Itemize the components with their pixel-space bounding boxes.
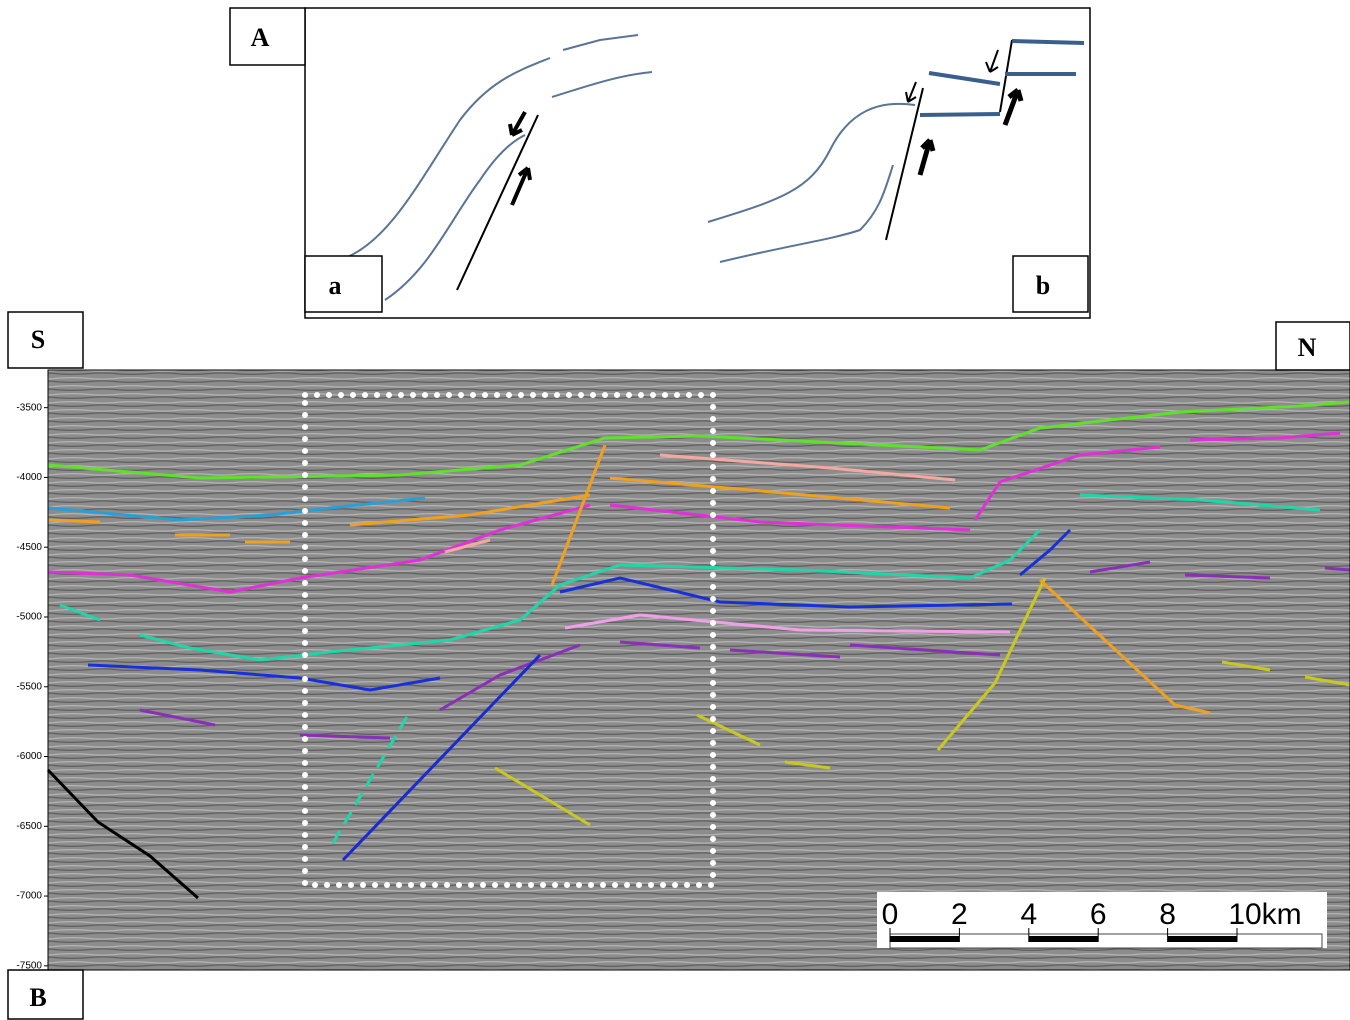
scale-label: 2	[951, 898, 968, 931]
panel-a: A a b	[230, 8, 1090, 318]
scale-label: 6	[1090, 898, 1107, 931]
y-tick-label: -5000	[16, 612, 42, 623]
y-tick-label: -7000	[16, 891, 42, 902]
scale-bar-segment	[1029, 936, 1098, 942]
y-tick-label: -5500	[16, 681, 42, 692]
panel-b: S N B -3500 -4000 -4500 -5000 -5500 -6000 -650…	[8, 312, 1350, 1019]
sub-label: b	[1036, 271, 1050, 300]
scale-label: 0	[882, 898, 899, 931]
scale-bar-segment	[890, 936, 959, 942]
scale-label: 10km	[1228, 898, 1301, 931]
label-box	[8, 312, 83, 368]
y-tick-label: -7500	[16, 960, 42, 971]
label-box	[305, 256, 382, 312]
figure: A a b S N B -3500 -4000 -4500 -5000 -5500 -60…	[0, 0, 1350, 1020]
y-tick-label: -6000	[16, 751, 42, 762]
sub-label: a	[329, 271, 342, 300]
scale-bar-segment	[1168, 936, 1237, 942]
y-tick-label: -3500	[16, 402, 42, 413]
scale-label: 8	[1159, 898, 1176, 931]
south-label: S	[31, 325, 45, 354]
panel-label: A	[251, 23, 270, 52]
y-tick-label: -4500	[16, 542, 42, 553]
axis-area	[8, 370, 48, 970]
north-label: N	[1298, 333, 1317, 362]
scale-label: 4	[1020, 898, 1037, 931]
label-box	[1013, 256, 1088, 312]
seismic-section	[48, 370, 1350, 970]
y-tick-label: -4000	[16, 472, 42, 483]
panel-label: B	[29, 983, 46, 1012]
panel-a-frame	[305, 8, 1090, 318]
y-tick-label: -6500	[16, 821, 42, 832]
